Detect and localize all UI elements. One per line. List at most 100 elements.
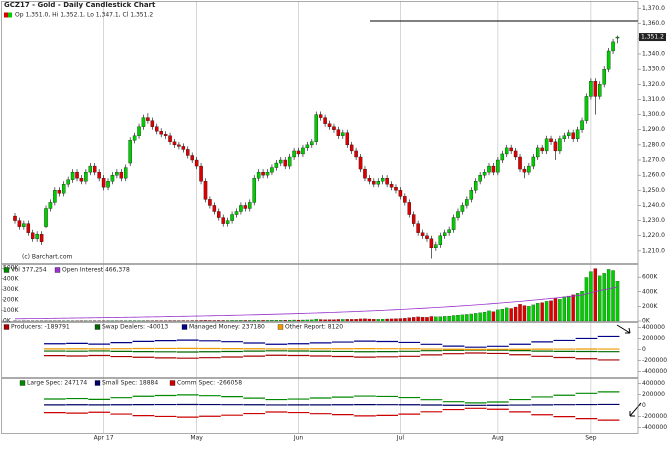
volume-bar	[208, 320, 212, 322]
volume-bar	[540, 302, 544, 322]
candle-body	[332, 126, 336, 130]
candle-body	[611, 41, 615, 52]
candle-body	[75, 171, 79, 179]
volume-bar	[287, 319, 292, 322]
candle-body	[101, 178, 106, 188]
volume-bar	[575, 293, 580, 322]
annotation-arrow	[616, 324, 631, 334]
candle-body	[115, 171, 119, 176]
legend-label: Producers: -189791	[11, 324, 70, 331]
candle-body	[283, 159, 287, 167]
candle-body	[403, 196, 407, 203]
volume-bar	[611, 270, 615, 322]
candle-body	[256, 171, 261, 179]
volume-bar	[407, 317, 411, 322]
volume-bar	[279, 320, 283, 322]
volume-bar	[217, 320, 221, 322]
candle-body	[354, 150, 358, 158]
y-tick-label: 0	[642, 346, 646, 353]
volume-bar	[199, 320, 203, 322]
volume-bar	[567, 295, 571, 322]
volume-bar	[265, 320, 270, 322]
legend-label: Other Report: 8120	[285, 324, 343, 331]
candle-body	[252, 178, 256, 203]
legend-swatch	[3, 267, 10, 273]
volume-bar	[243, 320, 248, 322]
volume-bar	[349, 319, 354, 322]
last-price-box	[639, 33, 666, 42]
volume-bar	[456, 315, 460, 322]
volume-bar	[363, 318, 367, 322]
candle-body	[128, 140, 132, 164]
candle-body	[119, 171, 124, 179]
volume-bar	[336, 319, 341, 322]
volume-bar	[398, 318, 403, 322]
volume-bar	[491, 311, 496, 322]
volume-bar	[487, 310, 491, 322]
volume-bar	[513, 306, 518, 322]
volume-bar	[385, 318, 389, 322]
x-tick-label: Sep	[585, 435, 597, 442]
volume-bar	[412, 317, 416, 322]
candle-body	[593, 81, 598, 97]
candle-body	[208, 199, 212, 206]
candle-body	[509, 147, 513, 152]
candle-body	[389, 184, 394, 188]
panel-frame	[1, 1, 639, 264]
y-tick-label: 200K	[642, 303, 658, 310]
volume-bar	[372, 319, 376, 322]
volume-bar	[584, 277, 589, 322]
y-tick-label: 1,340.0	[642, 51, 665, 58]
volume-bar	[496, 309, 500, 322]
candle-body	[270, 167, 274, 173]
volume-bar	[367, 318, 372, 322]
volume-bar	[544, 301, 549, 322]
candle-body	[22, 223, 26, 227]
candle-body	[84, 171, 88, 182]
candle-body	[469, 190, 474, 200]
candle-body	[292, 150, 296, 158]
candle-body	[287, 156, 292, 167]
y-tick-label: 400K	[642, 288, 658, 295]
volume-bar	[518, 304, 522, 322]
volume-bar	[296, 319, 301, 322]
candle-body	[562, 135, 567, 139]
candle-body	[394, 187, 398, 191]
y-tick-label: 200K	[3, 296, 19, 303]
candle-body	[602, 69, 606, 85]
candle-body	[35, 234, 39, 239]
volume-bar	[270, 320, 274, 322]
candle-body	[305, 144, 310, 149]
y-tick-label: 0K	[3, 318, 12, 325]
candle-body	[48, 202, 53, 209]
volume-bar	[420, 317, 425, 322]
grid	[103, 1, 592, 433]
candle-body	[70, 171, 75, 180]
y-tick-label: 500K	[3, 265, 19, 272]
candle-body	[580, 120, 584, 130]
candle-body	[203, 181, 208, 200]
volume-bar	[425, 317, 429, 322]
legend-label: Swap Dealers: -40013	[102, 324, 168, 331]
candle-body	[274, 162, 279, 168]
legend-swatch	[169, 380, 176, 386]
volume-bar	[615, 281, 620, 322]
volume-bar	[301, 319, 305, 322]
volume-bar	[327, 319, 332, 322]
candle-body	[425, 235, 429, 239]
volume-bar	[248, 320, 252, 322]
y-tick-label: 600K	[642, 274, 658, 281]
volume-bar	[438, 316, 442, 322]
y-tick-label: 1,330.0	[642, 66, 665, 73]
candle-body	[79, 178, 84, 182]
candle-body	[159, 131, 163, 135]
candle-body	[558, 138, 562, 152]
volume-bar	[416, 316, 420, 322]
volume-bar	[305, 319, 310, 322]
legend-label: Comm Spec: -266058	[177, 380, 242, 387]
volume-bar	[274, 320, 279, 322]
volume-bar	[376, 319, 380, 322]
x-tick-label: Jul	[396, 435, 405, 442]
candle-body	[358, 156, 363, 170]
